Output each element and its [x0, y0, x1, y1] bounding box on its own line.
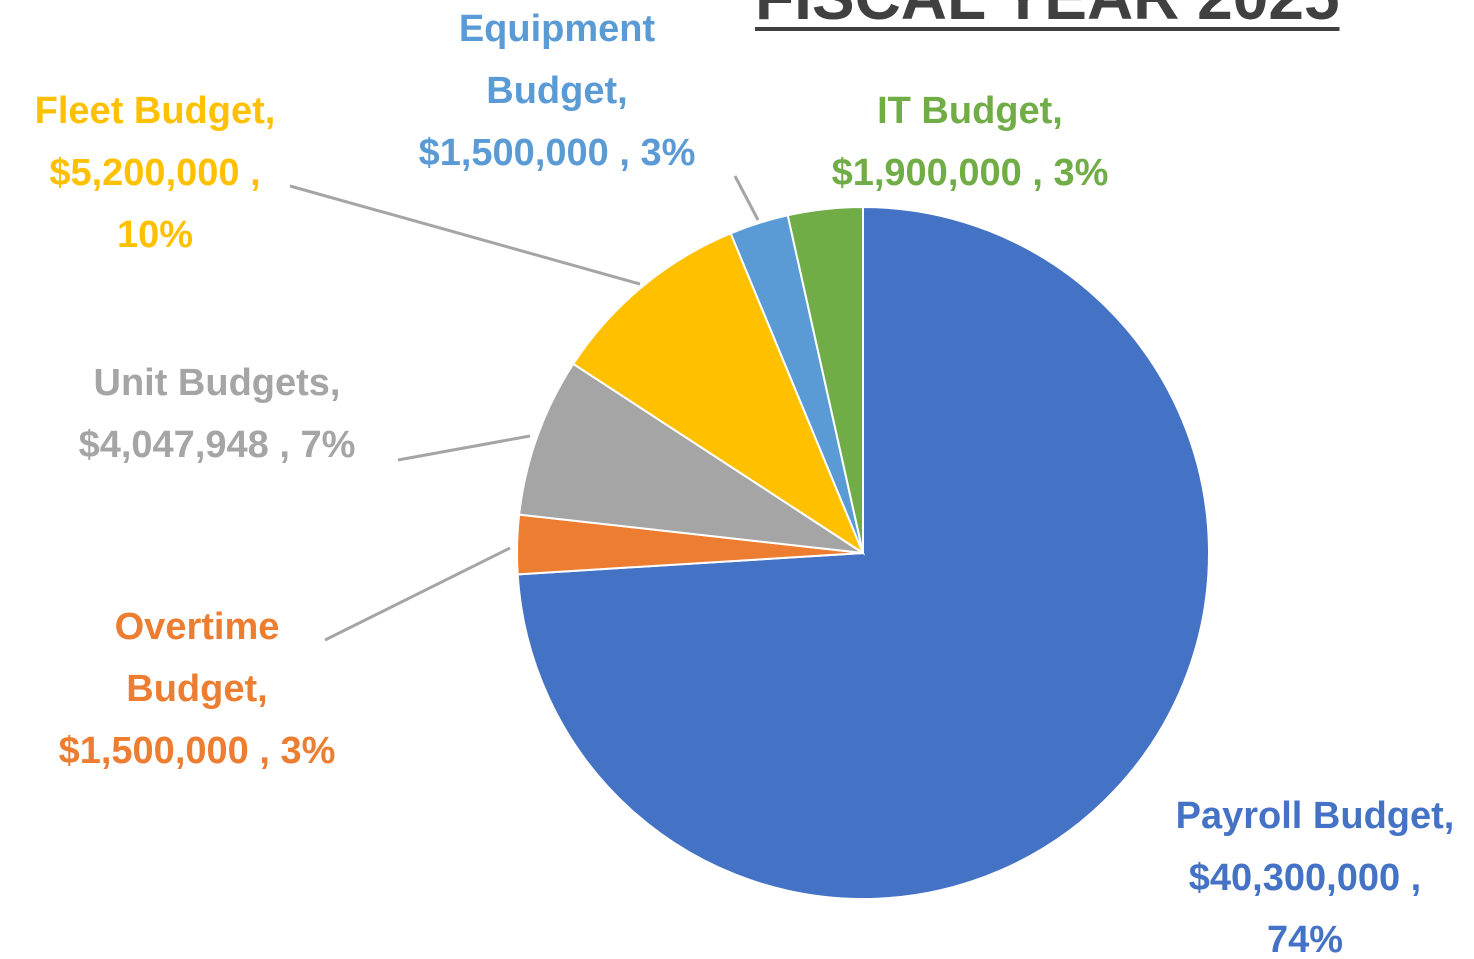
leader-line	[397, 434, 531, 462]
label-name: Payroll Budget,	[1175, 795, 1455, 837]
label-percent: 3%	[1053, 152, 1109, 194]
label-percent: 3%	[280, 730, 336, 772]
label-value: $1,500,000 ,	[418, 132, 630, 174]
label-percent: 10%	[116, 214, 194, 256]
label-percent: 74%	[1266, 919, 1344, 959]
data-label: Fleet Budget, $5,200,000 , 10%	[10, 80, 300, 266]
data-label: Unit Budgets, $4,047,948 , 7%	[27, 352, 407, 476]
label-value: $1,500,000 ,	[58, 730, 270, 772]
chart-title: FISCAL YEAR 2025	[755, 0, 1340, 34]
pie-slice	[786, 205, 864, 554]
data-label: Overtime Budget, $1,500,000 , 3%	[17, 596, 377, 782]
pie-slice	[518, 362, 864, 554]
label-name: Unit Budgets,	[93, 362, 341, 404]
leader-line	[324, 546, 511, 642]
label-name: IT Budget,	[877, 90, 1063, 132]
label-value: $4,047,948 ,	[78, 424, 290, 466]
data-label: IT Budget, $1,900,000 , 3%	[790, 80, 1150, 204]
label-value: $40,300,000 ,	[1188, 857, 1422, 899]
leader-line	[733, 175, 760, 221]
label-name: Equipment Budget,	[458, 8, 656, 112]
label-value: $5,200,000 ,	[49, 152, 261, 194]
pie-slice	[571, 231, 866, 556]
label-name: Overtime Budget,	[114, 606, 280, 710]
label-value: $1,900,000 ,	[831, 152, 1043, 194]
leader-line	[289, 184, 641, 286]
label-percent: 3%	[640, 132, 696, 174]
label-percent: 7%	[300, 424, 356, 466]
data-label: Equipment Budget, $1,500,000 , 3%	[377, 0, 737, 184]
data-label: Payroll Budget, $40,300,000 , 74%	[1155, 785, 1455, 959]
label-name: Fleet Budget,	[34, 90, 276, 132]
